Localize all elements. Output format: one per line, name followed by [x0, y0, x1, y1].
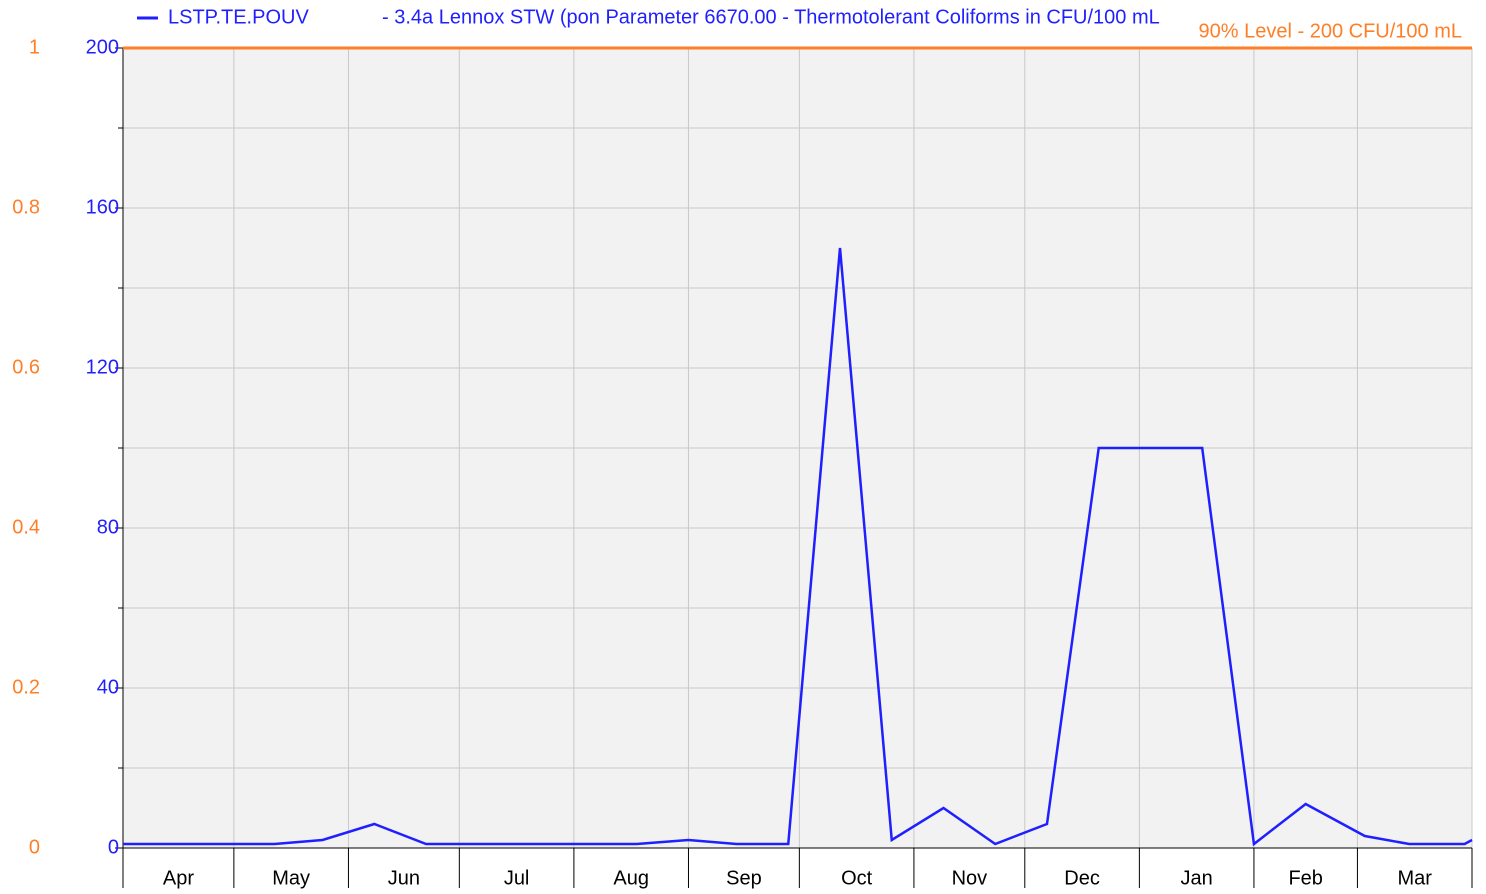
legend-description: - 3.4a Lennox STW (pon Parameter 6670.00…: [382, 6, 1160, 28]
data-line: [123, 247, 1473, 847]
y2-tick-label: 0: [29, 836, 40, 858]
threshold-label: 90% Level - 200 CFU/100 mL: [1199, 20, 1462, 42]
x-tick-label: Jun: [388, 867, 420, 889]
y2-tick-label: 0.6: [12, 356, 40, 378]
y-tick-label: 120: [86, 356, 119, 378]
x-tick-label: Nov: [952, 867, 988, 889]
x-tick-label: Sep: [726, 867, 762, 889]
x-tick-label: Aug: [613, 867, 649, 889]
x-tick-label: Jul: [504, 867, 530, 889]
x-tick-label: Feb: [1288, 867, 1322, 889]
x-tick-label: Apr: [163, 867, 194, 889]
x-tick-label: Dec: [1064, 867, 1100, 889]
y-tick-label: 200: [86, 36, 119, 58]
x-tick-label: May: [272, 867, 310, 889]
x-tick-label: Jan: [1181, 867, 1213, 889]
y2-tick-label: 1: [29, 36, 40, 58]
y2-tick-label: 0.4: [12, 516, 40, 538]
y-tick-label: 40: [97, 676, 119, 698]
x-tick-label: Mar: [1397, 867, 1432, 889]
y-tick-label: 80: [97, 516, 119, 538]
y2-tick-label: 0.2: [12, 676, 40, 698]
legend-label: LSTP.TE.POUV: [168, 6, 309, 28]
y-tick-label: 0: [108, 836, 119, 858]
y2-tick-label: 0.8: [12, 196, 40, 218]
y-tick-label: 160: [86, 196, 119, 218]
x-tick-label: Oct: [841, 867, 873, 889]
